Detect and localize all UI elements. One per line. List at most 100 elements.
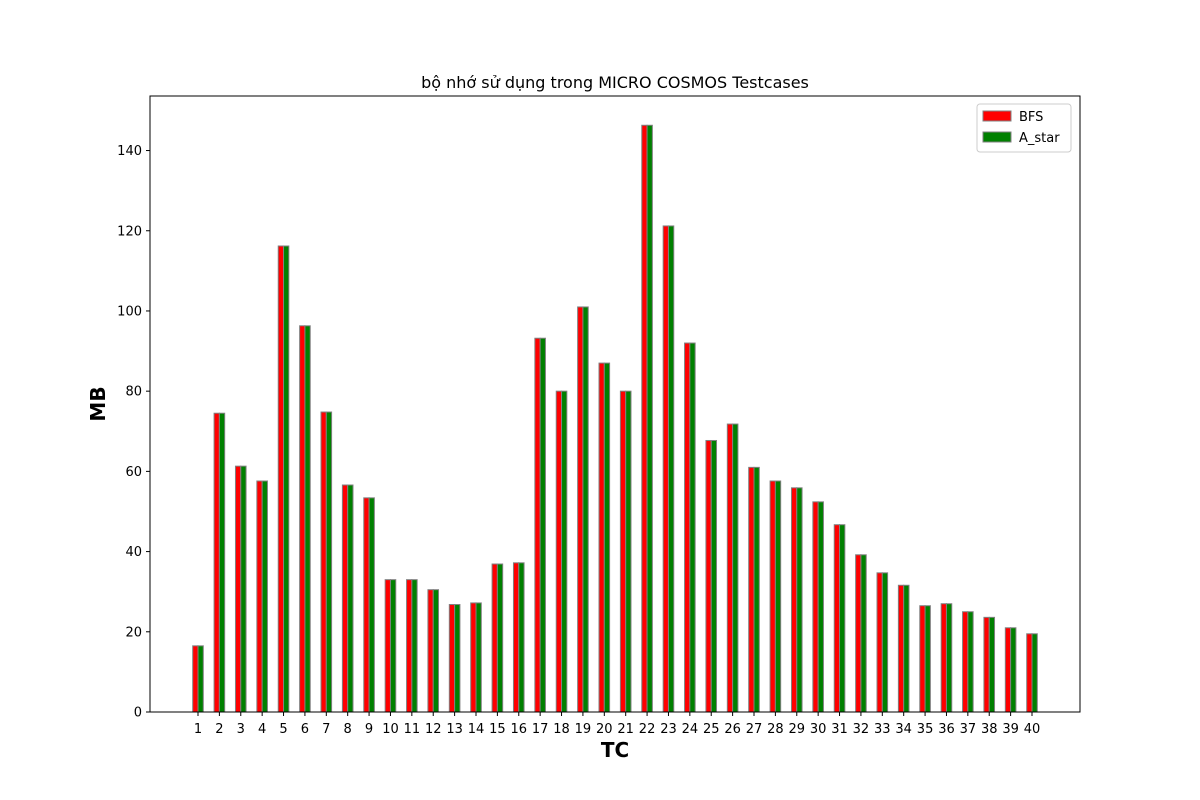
legend-swatch-a-star <box>982 131 1012 143</box>
x-tick-label: 5 <box>279 722 287 737</box>
bar-bfs-37 <box>962 611 969 713</box>
y-tick-label: 140 <box>117 144 142 159</box>
bar-a-star-16 <box>518 562 525 713</box>
x-tick-label: 15 <box>489 722 506 737</box>
bar-a-star-24 <box>689 342 696 713</box>
bar-bfs-29 <box>790 487 798 713</box>
bar-a-star-8 <box>347 484 354 713</box>
x-tick-label: 26 <box>724 722 741 737</box>
bar-bfs-22 <box>641 124 648 713</box>
x-tick-label: 18 <box>553 722 570 737</box>
y-tick-label: 60 <box>125 465 142 480</box>
bar-a-star-26 <box>732 423 739 713</box>
x-tick-label: 20 <box>596 722 613 737</box>
bar-a-star-17 <box>539 337 546 713</box>
bar-bfs-23 <box>662 225 669 713</box>
y-tick-label: 100 <box>117 304 142 319</box>
bar-a-star-39 <box>1010 627 1017 713</box>
x-tick-label: 3 <box>237 722 245 737</box>
bar-bfs-39 <box>1004 627 1012 713</box>
bar-bfs-6 <box>299 325 306 713</box>
bar-bfs-10 <box>384 579 391 713</box>
x-tick-label: 31 <box>831 722 848 737</box>
x-axis: 1 2 3 4 5 6 7 8 9 10 11 12 13 14 15 16 17 18 19 20 21 22 23 24 2… <box>194 712 1040 737</box>
bar-a-star-6 <box>304 325 311 713</box>
x-tick-label: 17 <box>532 722 549 737</box>
x-tick-label: 4 <box>258 722 266 737</box>
bar-bfs-5 <box>277 245 285 713</box>
bar-bfs-17 <box>534 337 541 713</box>
x-tick-label: 16 <box>510 722 527 737</box>
bar-bfs-32 <box>855 554 862 713</box>
bar-bfs-7 <box>320 411 327 713</box>
bar-a-star-27 <box>753 466 760 713</box>
x-tick-label: 30 <box>810 722 827 737</box>
bar-a-star-34 <box>903 584 910 713</box>
bar-bfs-38 <box>983 616 990 713</box>
bar-bfs-16 <box>512 562 520 713</box>
x-tick-label: 6 <box>301 722 309 737</box>
bar-a-star-14 <box>475 602 482 713</box>
bar-a-star-5 <box>283 245 290 713</box>
x-tick-label: 36 <box>938 722 955 737</box>
legend-label-a-star: A_star <box>1019 131 1060 146</box>
x-tick-label: 32 <box>853 722 870 737</box>
bar-bfs-13 <box>448 604 456 713</box>
bar-a-star-33 <box>881 572 889 713</box>
bar-bfs-20 <box>598 362 605 713</box>
x-tick-label: 33 <box>874 722 891 737</box>
x-tick-label: 29 <box>788 722 805 737</box>
bar-a-star-36 <box>945 603 953 713</box>
bar-bfs-19 <box>577 306 584 713</box>
bar-bfs-9 <box>363 497 370 713</box>
bar-bfs-26 <box>726 423 734 713</box>
x-tick-label: 23 <box>660 722 677 737</box>
legend: BFS A_star <box>976 103 1072 153</box>
x-tick-label: 9 <box>365 722 373 737</box>
x-tick-label: 40 <box>1024 722 1041 737</box>
y-tick-label: 0 <box>134 706 142 721</box>
y-tick-label: 80 <box>125 385 142 400</box>
bar-a-star-25 <box>710 439 718 713</box>
bar-a-star-18 <box>561 390 568 713</box>
bar-bfs-18 <box>555 390 563 713</box>
x-tick-label: 34 <box>895 722 912 737</box>
bars-layer <box>192 124 1038 713</box>
bar-a-star-9 <box>368 497 375 713</box>
bar-a-star-20 <box>603 362 611 713</box>
bar-a-star-35 <box>924 605 931 713</box>
bar-bfs-33 <box>876 572 883 713</box>
bar-a-star-29 <box>796 487 803 713</box>
bar-bfs-12 <box>427 589 434 713</box>
bar-bfs-25 <box>705 439 712 713</box>
bar-a-star-23 <box>667 225 675 713</box>
bar-bfs-21 <box>619 390 627 713</box>
bar-bfs-40 <box>1026 633 1033 713</box>
bar-a-star-19 <box>582 306 589 713</box>
x-tick-label: 24 <box>682 722 699 737</box>
plot-frame <box>149 95 1081 713</box>
bar-a-star-21 <box>625 390 632 713</box>
y-tick-label: 120 <box>117 224 142 239</box>
bar-bfs-35 <box>919 605 926 713</box>
bar-a-star-1 <box>197 645 204 713</box>
bar-a-star-28 <box>774 480 782 713</box>
legend-label-bfs: BFS <box>1019 110 1043 125</box>
y-tick-label: 20 <box>125 625 142 640</box>
x-tick-label: 25 <box>703 722 720 737</box>
x-tick-label: 11 <box>404 722 421 737</box>
x-tick-label: 22 <box>639 722 656 737</box>
x-tick-label: 27 <box>746 722 763 737</box>
bar-bfs-2 <box>213 412 220 713</box>
bar-a-star-38 <box>988 616 996 713</box>
x-tick-label: 10 <box>382 722 399 737</box>
x-tick-label: 13 <box>446 722 463 737</box>
bar-a-star-4 <box>261 480 268 713</box>
bar-a-star-10 <box>389 579 397 713</box>
chart-title: bộ nhớ sử dụng trong MICRO COSMOS Testca… <box>421 73 809 92</box>
y-axis-label: MB <box>86 386 110 421</box>
bar-a-star-7 <box>325 411 333 713</box>
bar-a-star-22 <box>646 124 653 713</box>
x-tick-label: 2 <box>215 722 223 737</box>
